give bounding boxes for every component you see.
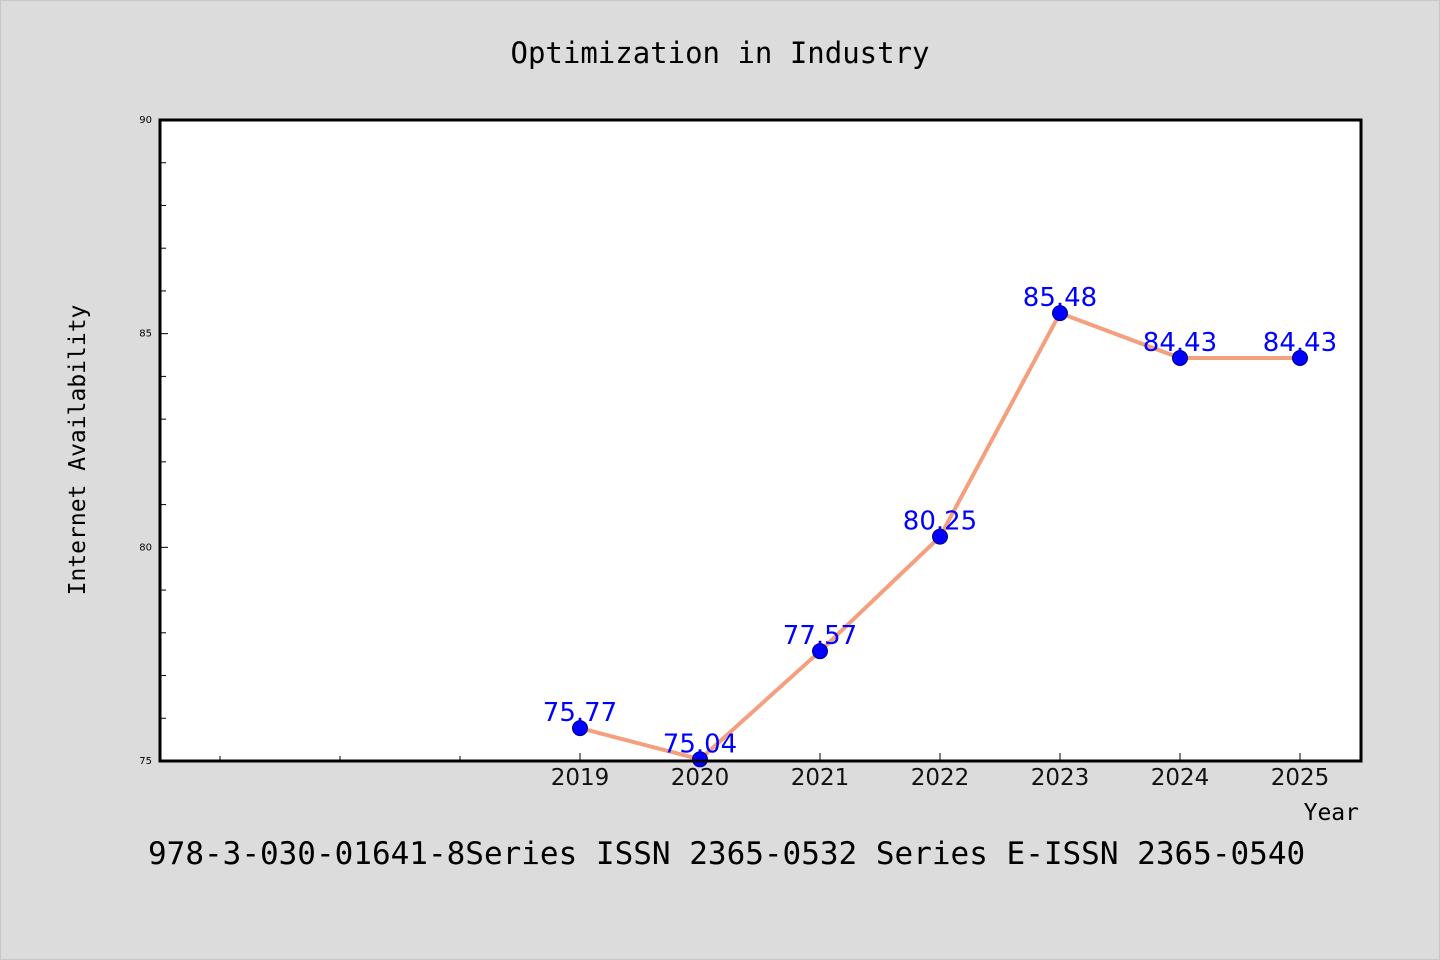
series-layer: 75.77 75.04 77.57 80.25 85.48 84.43 84.43 [543, 283, 1337, 768]
data-label: 80.25 [903, 507, 977, 537]
data-label: 84.43 [1143, 328, 1217, 358]
x-axis-label: Year [1304, 800, 1359, 826]
y-tick-label: 75 [139, 756, 152, 767]
data-label: 84.43 [1263, 328, 1337, 358]
footer-text: 978-3-030-01641-8Series ISSN 2365-0532 S… [148, 836, 1305, 872]
data-label: 77.57 [783, 621, 857, 651]
x-tick-label: 2025 [1271, 765, 1330, 791]
y-tick-label: 85 [139, 329, 152, 340]
x-tick-label: 2019 [551, 765, 610, 791]
y-axis-label: Internet Availability [65, 305, 91, 596]
chart-title: Optimization in Industry [510, 36, 929, 70]
x-tick-label: 2021 [791, 765, 850, 791]
data-point [572, 720, 588, 737]
x-tick-label: 2023 [1031, 765, 1090, 791]
data-point [1292, 350, 1308, 367]
y-tick-label: 90 [139, 115, 152, 126]
data-point [1052, 305, 1068, 322]
data-point [932, 528, 948, 545]
y-tick-label: 80 [139, 542, 152, 553]
data-point [812, 643, 828, 660]
x-tick-label: 2024 [1151, 765, 1210, 791]
data-point [1172, 350, 1188, 367]
plot-area [160, 120, 1361, 761]
x-tick-label: 2022 [911, 765, 970, 791]
data-point [692, 751, 708, 768]
x-tick-label: 2020 [671, 765, 730, 791]
data-label: 85.48 [1023, 283, 1097, 313]
data-label: 75.77 [543, 698, 617, 728]
data-label: 75.04 [663, 729, 737, 759]
plot-frame [158, 118, 1363, 763]
x-axis-ticks: 2019 2020 2021 2022 2023 2024 2025 [219, 753, 1330, 791]
